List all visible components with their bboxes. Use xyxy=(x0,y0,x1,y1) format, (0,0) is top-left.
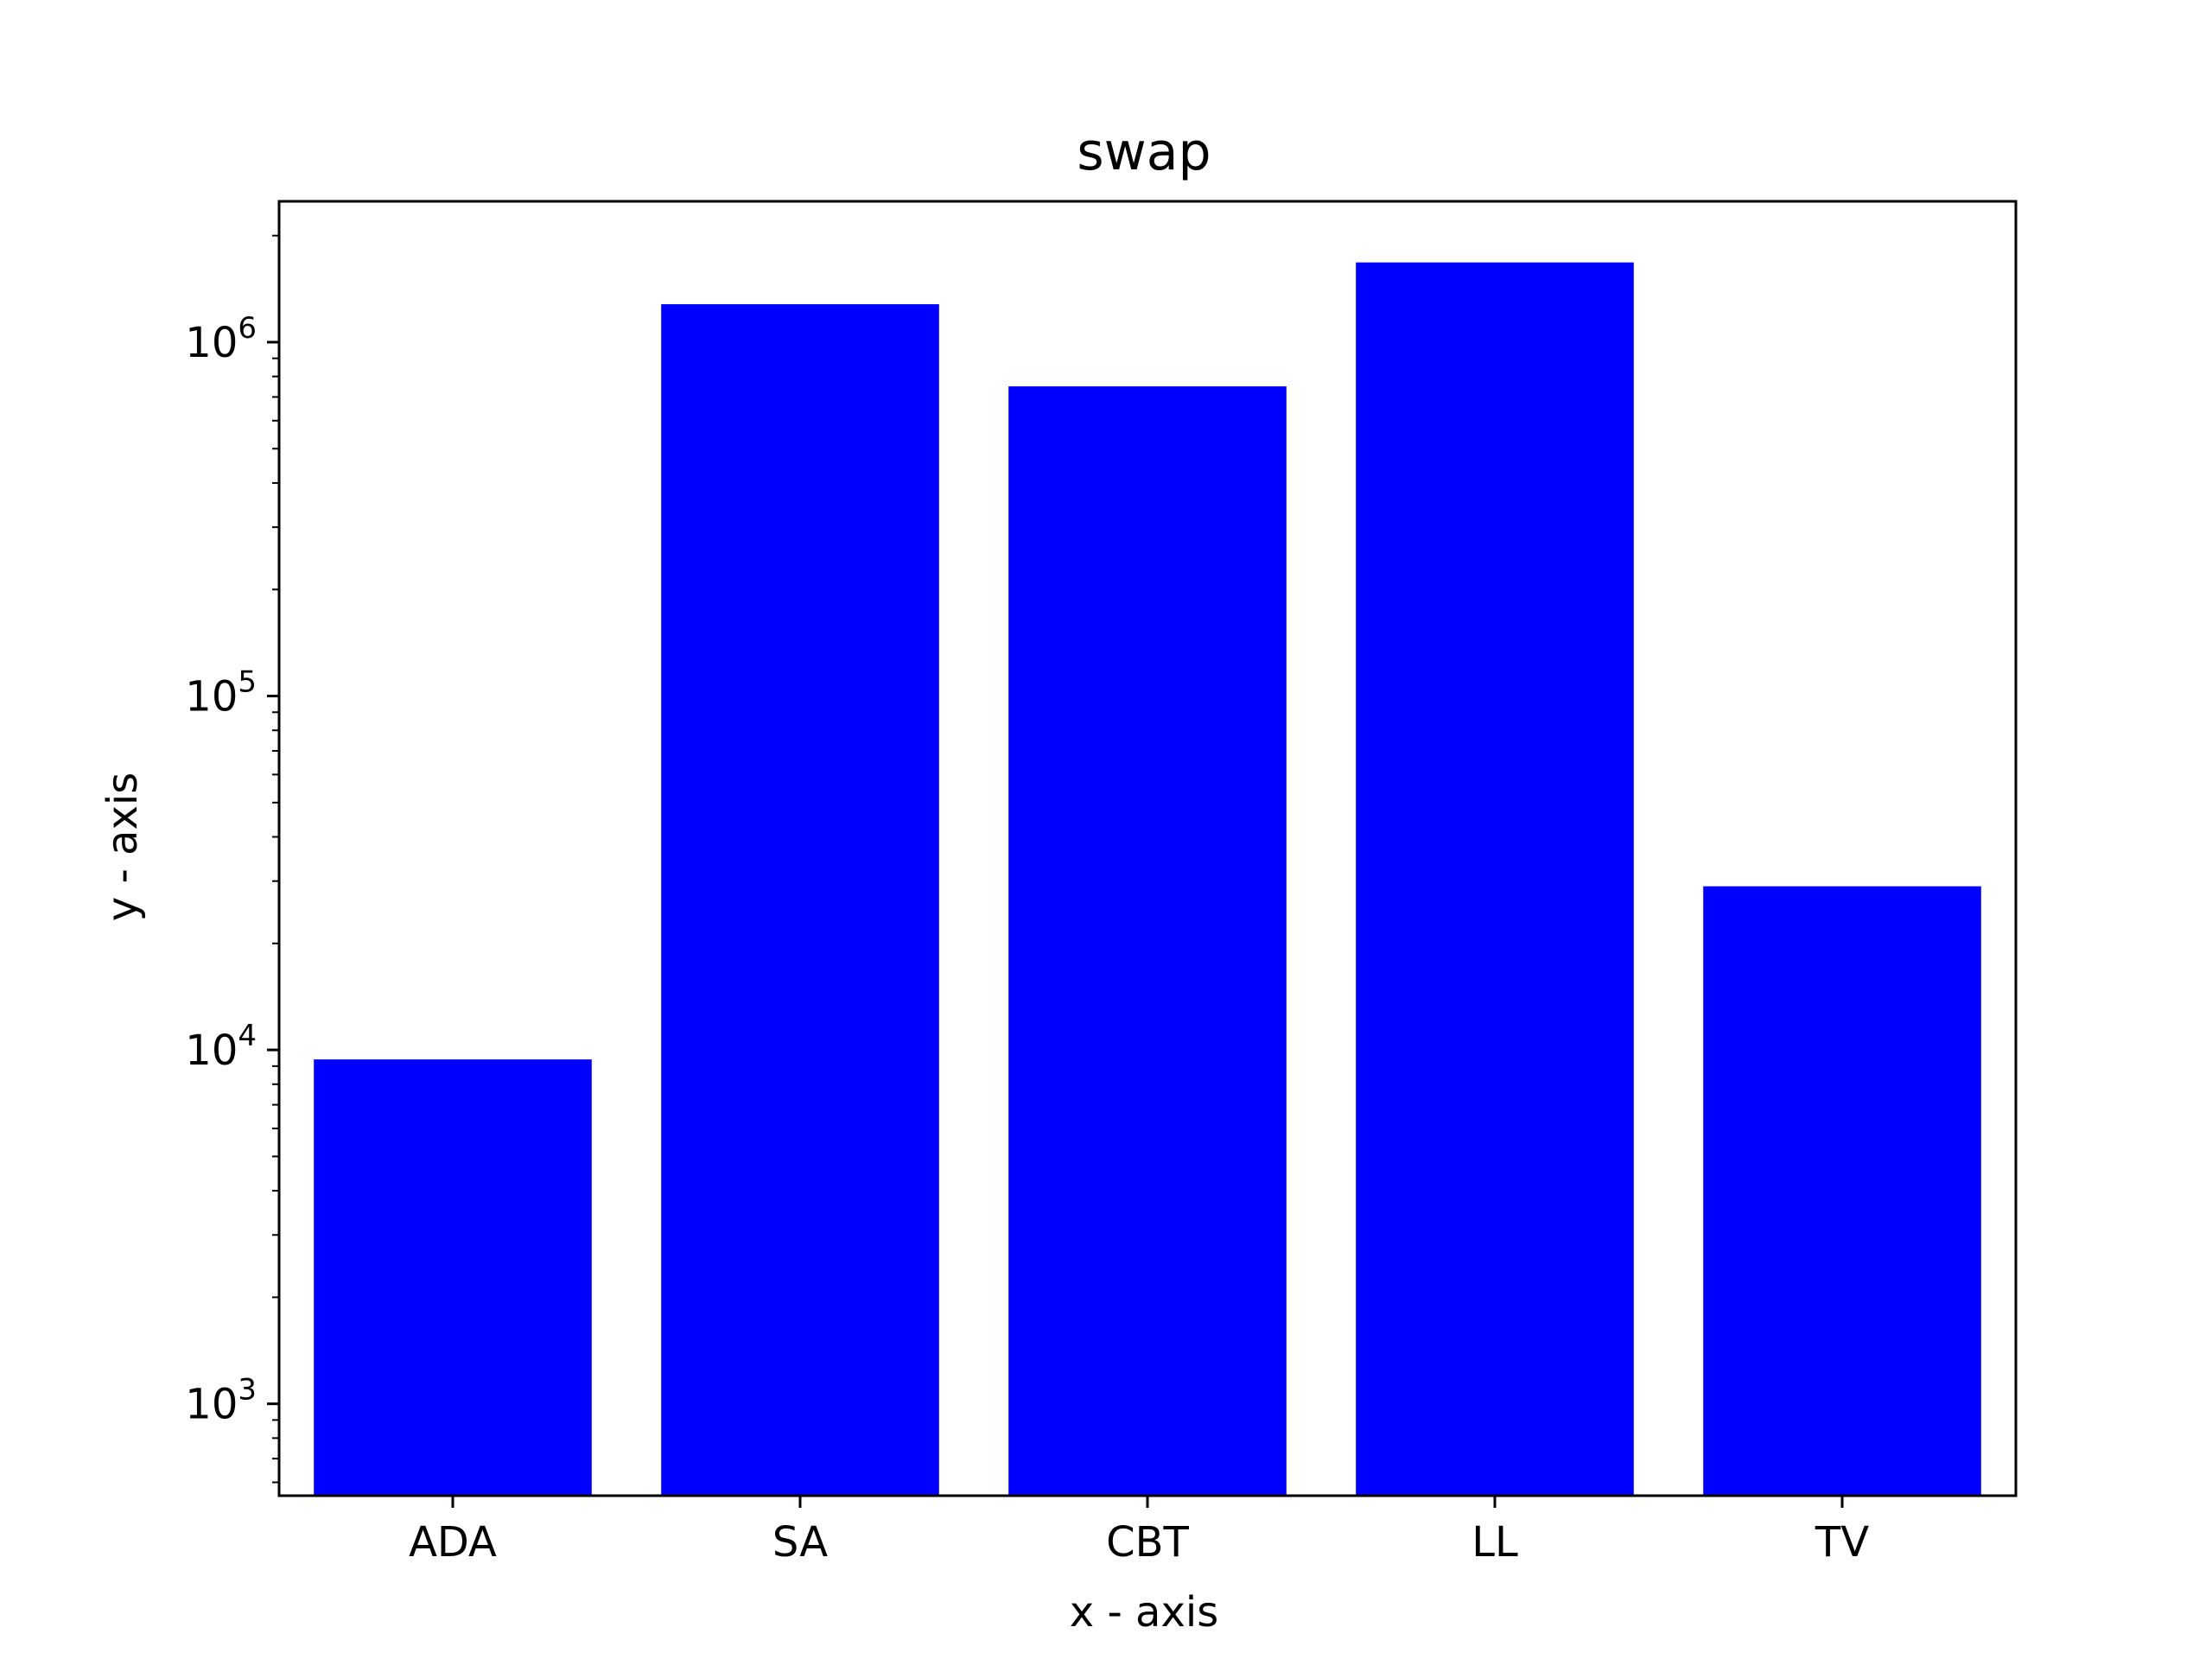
y-tick-label: 104 xyxy=(185,1019,257,1075)
bars-layer xyxy=(314,262,1981,1497)
y-tick-label: 106 xyxy=(185,311,257,367)
x-tick-label-ada: ADA xyxy=(409,1518,497,1567)
y-tick-label: 103 xyxy=(185,1373,257,1429)
x-tick-label-tv: TV xyxy=(1815,1518,1869,1567)
x-tick-label-ll: LL xyxy=(1471,1518,1518,1567)
bar-tv xyxy=(1703,886,1981,1496)
y-tick-label: 105 xyxy=(185,665,257,721)
bar-ll xyxy=(1356,262,1634,1496)
x-tick-label-cbt: CBT xyxy=(1106,1518,1189,1567)
x-tick-label-sa: SA xyxy=(772,1518,828,1567)
bar-ada xyxy=(314,1059,592,1496)
x-axis-label: x - axis xyxy=(1070,1588,1218,1637)
bar-sa xyxy=(661,304,939,1497)
y-axis-label: y - axis xyxy=(99,772,147,921)
axes-layer: ADA SA CBT LL TV 103 104 105 106 xyxy=(185,200,2018,1567)
bar-cbt xyxy=(1008,386,1287,1496)
chart-title: swap xyxy=(1077,122,1211,182)
